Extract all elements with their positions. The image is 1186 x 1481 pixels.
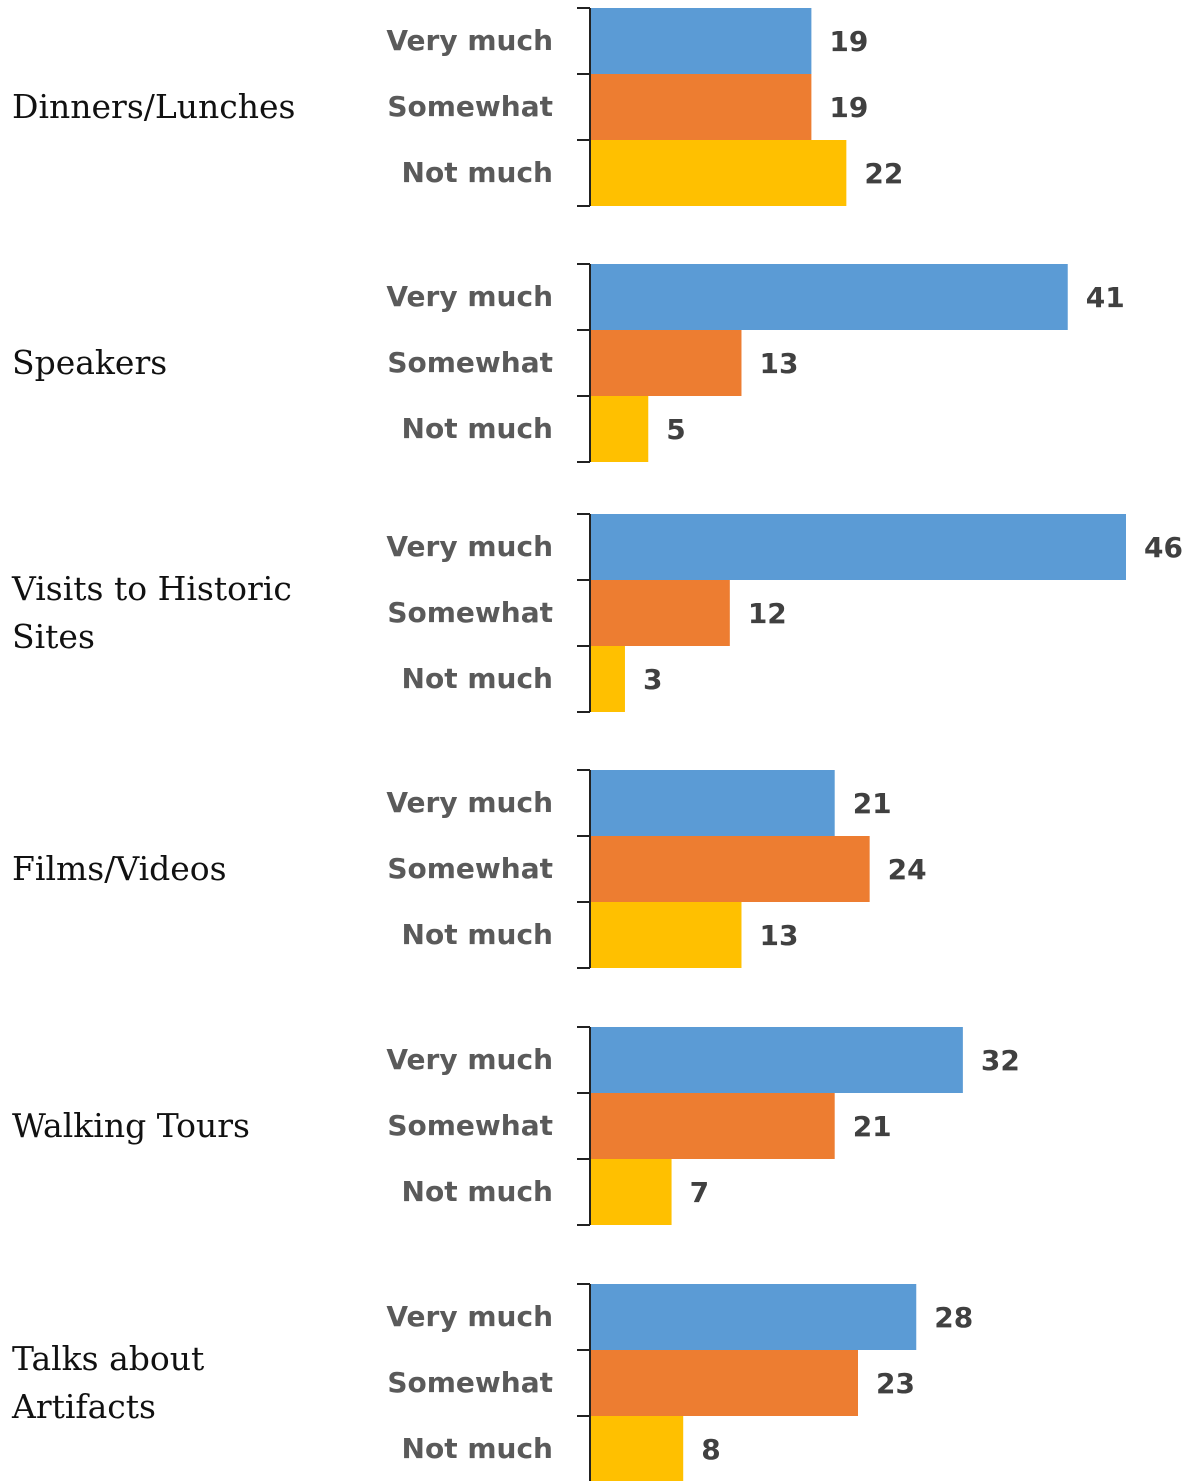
category-label-talks-about-artifacts-not-much: Not much — [402, 1432, 553, 1465]
bar-visits-to-historic-sites-not-much — [590, 646, 625, 712]
category-label-films-videos-very-much: Very much — [386, 786, 553, 819]
group-label-dinners-lunches: Dinners/Lunches — [12, 87, 296, 126]
category-label-walking-tours-very-much: Very much — [386, 1043, 553, 1076]
value-label-speakers-somewhat: 13 — [759, 347, 798, 380]
bar-dinners-lunches-very-much — [590, 8, 812, 74]
group-label-talks-about-artifacts: Talks about Artifacts — [11, 1339, 204, 1426]
value-label-speakers-very-much: 41 — [1086, 281, 1125, 314]
value-label-films-videos-not-much: 13 — [759, 919, 798, 952]
category-label-dinners-lunches-not-much: Not much — [402, 156, 553, 189]
bar-walking-tours-not-much — [590, 1159, 672, 1225]
value-label-talks-about-artifacts-very-much: 28 — [934, 1301, 973, 1334]
bar-walking-tours-somewhat — [590, 1093, 835, 1159]
value-label-talks-about-artifacts-somewhat: 23 — [876, 1367, 915, 1400]
category-label-speakers-not-much: Not much — [402, 412, 553, 445]
category-label-visits-to-historic-sites-not-much: Not much — [402, 662, 553, 695]
value-label-visits-to-historic-sites-not-much: 3 — [643, 663, 662, 696]
bar-dinners-lunches-somewhat — [590, 74, 812, 140]
value-label-walking-tours-not-much: 7 — [690, 1176, 709, 1209]
group-label-walking-tours: Walking Tours — [12, 1106, 250, 1145]
category-label-dinners-lunches-very-much: Very much — [386, 24, 553, 57]
group-label-films-videos: Films/Videos — [12, 849, 227, 888]
bar-talks-about-artifacts-very-much — [590, 1284, 917, 1350]
group-label-speakers: Speakers — [12, 343, 167, 382]
category-label-talks-about-artifacts-very-much: Very much — [386, 1300, 553, 1333]
value-label-talks-about-artifacts-not-much: 8 — [701, 1433, 720, 1466]
category-label-visits-to-historic-sites-very-much: Very much — [386, 530, 553, 563]
value-label-dinners-lunches-somewhat: 19 — [829, 91, 868, 124]
value-label-speakers-not-much: 5 — [666, 413, 685, 446]
bar-talks-about-artifacts-somewhat — [590, 1350, 858, 1416]
value-label-films-videos-very-much: 21 — [853, 787, 892, 820]
category-label-visits-to-historic-sites-somewhat: Somewhat — [387, 596, 553, 629]
value-label-visits-to-historic-sites-somewhat: 12 — [748, 597, 787, 630]
bar-films-videos-very-much — [590, 770, 835, 836]
category-label-films-videos-not-much: Not much — [402, 918, 553, 951]
bar-walking-tours-very-much — [590, 1027, 963, 1093]
category-label-films-videos-somewhat: Somewhat — [387, 852, 553, 885]
group-label-visits-to-historic-sites: Visits to Historic Sites — [11, 569, 292, 656]
bar-visits-to-historic-sites-somewhat — [590, 580, 730, 646]
bar-speakers-not-much — [590, 396, 649, 462]
value-label-dinners-lunches-not-much: 22 — [864, 157, 903, 190]
category-label-walking-tours-not-much: Not much — [402, 1175, 553, 1208]
value-label-films-videos-somewhat: 24 — [888, 853, 927, 886]
bar-talks-about-artifacts-not-much — [590, 1416, 684, 1481]
bar-visits-to-historic-sites-very-much — [590, 514, 1126, 580]
bar-films-videos-not-much — [590, 902, 742, 968]
category-label-talks-about-artifacts-somewhat: Somewhat — [387, 1366, 553, 1399]
value-label-dinners-lunches-very-much: 19 — [829, 25, 868, 58]
bar-speakers-very-much — [590, 264, 1068, 330]
category-label-speakers-very-much: Very much — [386, 280, 553, 313]
bar-films-videos-somewhat — [590, 836, 870, 902]
category-label-speakers-somewhat: Somewhat — [387, 346, 553, 379]
value-label-walking-tours-somewhat: 21 — [853, 1110, 892, 1143]
value-label-visits-to-historic-sites-very-much: 46 — [1144, 531, 1183, 564]
value-label-walking-tours-very-much: 32 — [981, 1044, 1020, 1077]
bar-speakers-somewhat — [590, 330, 742, 396]
category-label-dinners-lunches-somewhat: Somewhat — [387, 90, 553, 123]
bar-dinners-lunches-not-much — [590, 140, 847, 206]
category-label-walking-tours-somewhat: Somewhat — [387, 1109, 553, 1142]
